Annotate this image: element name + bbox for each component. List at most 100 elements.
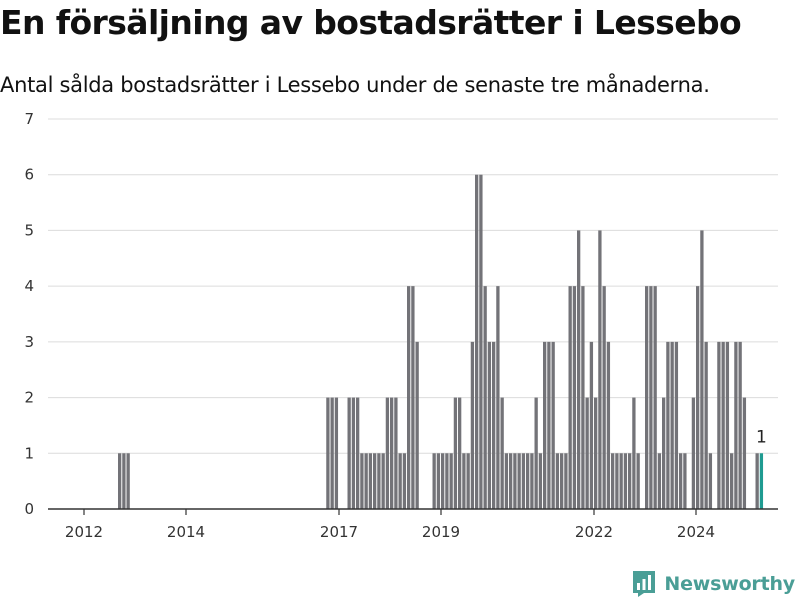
bar bbox=[589, 341, 594, 509]
bar bbox=[674, 341, 679, 509]
bar bbox=[118, 453, 122, 509]
bar bbox=[407, 286, 411, 509]
bar bbox=[377, 453, 381, 509]
y-tick-label: 4 bbox=[24, 277, 34, 295]
bar bbox=[330, 397, 334, 509]
bar bbox=[441, 453, 445, 509]
bar bbox=[755, 453, 759, 509]
bar bbox=[347, 397, 351, 509]
bars bbox=[118, 174, 764, 509]
bar bbox=[543, 341, 547, 509]
bar bbox=[636, 453, 640, 509]
x-axis: 2012 2014 2017 2019 2022 2024 bbox=[65, 509, 715, 541]
y-tick-label: 1 bbox=[24, 444, 34, 462]
x-tick-label: 2012 bbox=[65, 523, 103, 541]
x-tick-label: 2022 bbox=[575, 523, 613, 541]
bar bbox=[475, 174, 479, 509]
bar bbox=[436, 453, 441, 509]
bar bbox=[364, 453, 368, 509]
newsworthy-logo: Newsworthy bbox=[632, 570, 795, 598]
bar bbox=[555, 453, 560, 509]
bar bbox=[594, 397, 598, 509]
y-tick-label: 7 bbox=[24, 110, 34, 128]
bar bbox=[691, 397, 696, 509]
x-tick-label: 2017 bbox=[320, 523, 358, 541]
bar bbox=[368, 453, 373, 509]
bar bbox=[521, 453, 526, 509]
bar bbox=[551, 341, 555, 509]
bar bbox=[492, 341, 496, 509]
bar bbox=[496, 286, 500, 509]
bar bbox=[513, 453, 517, 509]
bar bbox=[611, 453, 615, 509]
bar bbox=[547, 341, 551, 509]
bar bbox=[373, 453, 377, 509]
bar bbox=[394, 397, 398, 509]
newsworthy-logo-icon bbox=[633, 571, 656, 597]
bar bbox=[619, 453, 623, 509]
bar bbox=[538, 453, 543, 509]
bar bbox=[351, 397, 356, 509]
y-tick-label: 5 bbox=[24, 221, 34, 239]
data-label: 1 bbox=[756, 427, 767, 447]
bar bbox=[734, 341, 738, 509]
bar bbox=[560, 453, 564, 509]
y-tick-label: 3 bbox=[24, 333, 34, 351]
bar bbox=[653, 286, 657, 509]
bar bbox=[666, 341, 670, 509]
bar bbox=[483, 286, 487, 509]
bar bbox=[390, 397, 394, 509]
bar bbox=[606, 341, 611, 509]
bar bbox=[381, 453, 385, 509]
bar bbox=[530, 453, 534, 509]
y-tick-label: 0 bbox=[24, 500, 34, 518]
bar bbox=[602, 286, 606, 509]
bar-chart: 0 1 2 3 4 5 6 7 2012 2014 2017 2019 2022 2024 1 bbox=[24, 110, 778, 541]
bar bbox=[577, 230, 581, 509]
bar bbox=[517, 453, 521, 509]
bar bbox=[326, 397, 330, 509]
bar bbox=[657, 453, 662, 509]
data-labels: 1 bbox=[756, 427, 767, 447]
y-tick-label: 2 bbox=[24, 389, 34, 407]
bar bbox=[649, 286, 653, 509]
bar bbox=[568, 286, 572, 509]
bar bbox=[564, 453, 568, 509]
bar bbox=[730, 453, 734, 509]
chart-subtitle: Antal sålda bostadsrätter i Lessebo unde… bbox=[0, 73, 710, 97]
bar bbox=[500, 397, 504, 509]
bar bbox=[449, 453, 453, 509]
bar bbox=[479, 174, 483, 509]
bar bbox=[717, 341, 721, 509]
bar bbox=[487, 341, 492, 509]
bar bbox=[742, 397, 747, 509]
bar bbox=[415, 341, 419, 509]
bar bbox=[721, 341, 725, 509]
bar bbox=[628, 453, 632, 509]
chart-title: En försäljning av bostadsrätter i Lesseb… bbox=[0, 3, 742, 42]
bar bbox=[453, 397, 458, 509]
bar bbox=[445, 453, 449, 509]
bar bbox=[615, 453, 619, 509]
bar bbox=[126, 453, 130, 509]
x-tick-label: 2024 bbox=[677, 523, 715, 541]
bar bbox=[356, 397, 360, 509]
bar bbox=[581, 286, 585, 509]
brand-name: Newsworthy bbox=[664, 573, 795, 595]
bar bbox=[598, 230, 602, 509]
bar bbox=[662, 397, 666, 509]
bar bbox=[725, 341, 730, 509]
bar bbox=[679, 453, 683, 509]
bar bbox=[670, 341, 674, 509]
y-axis: 0 1 2 3 4 5 6 7 bbox=[24, 110, 34, 518]
bar bbox=[683, 453, 687, 509]
bar bbox=[402, 453, 407, 509]
bar bbox=[504, 453, 509, 509]
bar bbox=[466, 453, 470, 509]
bar bbox=[623, 453, 628, 509]
x-tick-label: 2019 bbox=[422, 523, 460, 541]
bar bbox=[700, 230, 704, 509]
bar bbox=[432, 453, 436, 509]
bar bbox=[411, 286, 415, 509]
bar bbox=[585, 397, 589, 509]
